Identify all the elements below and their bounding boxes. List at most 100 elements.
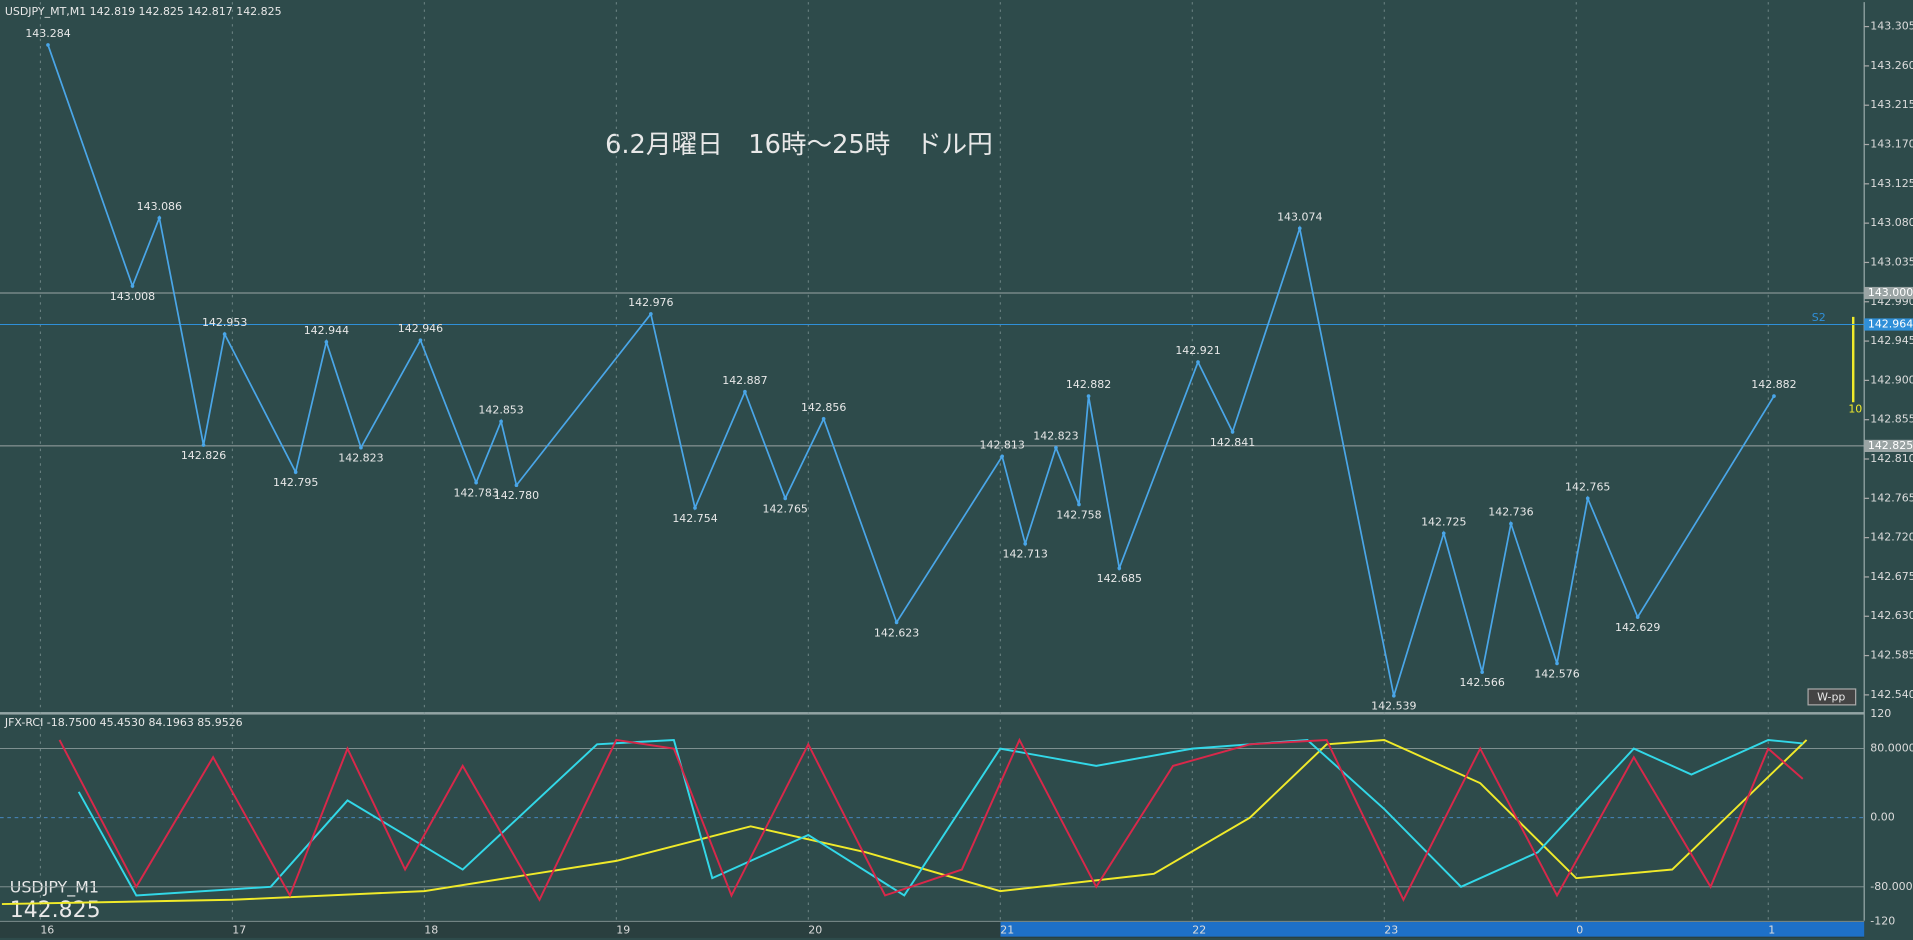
- y-tick-label: 80.0000: [1870, 742, 1913, 755]
- swing-label: 142.853: [478, 403, 523, 416]
- y-tick-label: -120: [1870, 914, 1895, 927]
- swing-label: 142.823: [338, 452, 383, 465]
- swing-point: [46, 43, 50, 47]
- swing-point: [1555, 661, 1559, 666]
- y-tick-label: 142.630: [1870, 609, 1913, 622]
- swing-point: [514, 483, 519, 488]
- swing-label: 142.856: [801, 401, 846, 414]
- pivot-label: S2: [1812, 311, 1826, 324]
- price-tag-label: 142.964: [1868, 317, 1913, 330]
- swing-point: [1585, 496, 1590, 501]
- y-tick-label: 143.260: [1870, 59, 1913, 72]
- swing-label: 142.765: [763, 502, 808, 515]
- swing-point: [1000, 454, 1005, 459]
- swing-point: [1023, 541, 1028, 546]
- header: USDJPY_MT,M1 142.819 142.825 142.817 142…: [5, 5, 282, 18]
- swing-label: 142.758: [1056, 508, 1101, 521]
- y-tick-label: 142.855: [1870, 413, 1913, 426]
- swing-point: [201, 443, 206, 447]
- swing-point: [743, 389, 747, 394]
- swing-label: 142.976: [628, 296, 673, 309]
- swing-label: 142.841: [1210, 436, 1255, 449]
- x-tick-label: 22: [1192, 924, 1206, 937]
- x-tick-label: 1: [1768, 924, 1775, 937]
- swing-label: 142.783: [453, 487, 498, 500]
- x-tick-label: 17: [232, 924, 246, 937]
- swing-label: 142.736: [1488, 506, 1533, 519]
- swing-label: 142.944: [304, 324, 349, 337]
- y-tick-label: 142.810: [1870, 452, 1913, 465]
- y-tick-label: 142.540: [1870, 688, 1913, 701]
- swing-point: [130, 284, 135, 288]
- swing-label: 142.780: [494, 489, 539, 502]
- y-tick-label: 143.080: [1870, 216, 1913, 229]
- swing-label: 142.725: [1421, 515, 1466, 528]
- swing-label: 143.074: [1277, 210, 1322, 223]
- swing-point: [894, 620, 899, 625]
- swing-point: [1117, 566, 1122, 571]
- swing-label: 142.887: [722, 374, 767, 387]
- swing-label: 142.813: [979, 438, 1024, 451]
- swing-point: [1391, 693, 1396, 698]
- swing-point: [1509, 521, 1513, 526]
- swing-label: 142.713: [1003, 548, 1048, 561]
- swing-label: 142.623: [874, 626, 919, 639]
- swing-label: 142.921: [1175, 344, 1220, 357]
- y-tick-label: 120: [1870, 707, 1891, 720]
- range-label: 10: [1848, 403, 1862, 416]
- swing-point: [1441, 531, 1446, 536]
- swing-label: 142.946: [398, 322, 443, 335]
- badge-box: [1807, 688, 1857, 706]
- x-tick-label: 18: [424, 924, 438, 937]
- symbol: USDJPY_M1: [10, 877, 99, 897]
- swing-label: 142.765: [1565, 480, 1610, 493]
- swing-label: 142.882: [1066, 378, 1111, 391]
- x-tick-label: 21: [1000, 924, 1014, 937]
- swing-point: [1635, 615, 1640, 619]
- swing-point: [359, 445, 363, 450]
- y-tick-label: 143.170: [1870, 138, 1913, 151]
- price-tag-label: 143.000: [1868, 286, 1913, 299]
- swing-label: 143.008: [110, 290, 155, 303]
- x-tick-label: 16: [40, 924, 54, 937]
- y-tick-label: -80.0000: [1870, 880, 1913, 893]
- x-tick-label: 20: [808, 924, 822, 937]
- rci-title: JFX-RCI -18.7500 45.4530 84.1963 85.9526: [4, 716, 243, 729]
- swing-label: 142.953: [202, 316, 247, 329]
- y-tick-label: 142.765: [1870, 491, 1913, 504]
- y-tick-label: 143.305: [1870, 20, 1913, 33]
- swing-point: [693, 506, 697, 510]
- swing-point: [1196, 360, 1200, 364]
- y-tick-label: 142.720: [1870, 531, 1913, 544]
- swing-label: 143.086: [137, 200, 182, 213]
- swing-point: [649, 312, 653, 316]
- swing-point: [1230, 430, 1235, 434]
- series-line: [77, 738, 1803, 897]
- swing-label: 142.795: [273, 476, 318, 489]
- series-line: [58, 737, 1804, 902]
- swing-label: 142.539: [1371, 700, 1416, 713]
- swing-point: [783, 496, 788, 501]
- swing-label: 142.576: [1534, 667, 1579, 680]
- title: 6.2月曜日 16時～25時 ドル円: [605, 130, 993, 160]
- swing-point: [474, 480, 478, 485]
- price-tag: [1864, 439, 1913, 453]
- swing-point: [1054, 445, 1058, 450]
- swing-label: 142.826: [181, 449, 226, 462]
- y-tick-label: 142.945: [1870, 334, 1913, 347]
- time-highlight: [1000, 922, 1865, 937]
- y-tick-label: 143.125: [1870, 177, 1913, 190]
- y-tick-label: 142.585: [1870, 649, 1913, 662]
- swing-label: 142.882: [1751, 378, 1796, 391]
- swing-label: 143.284: [25, 27, 70, 40]
- swing-point: [1480, 670, 1484, 675]
- badge: W-pp: [1817, 691, 1845, 704]
- swing-label: 142.685: [1097, 572, 1142, 585]
- price-tag: [1864, 318, 1913, 331]
- swing-point: [1077, 502, 1081, 507]
- swing-label: 142.823: [1033, 430, 1078, 443]
- y-tick-label: 0.00: [1870, 811, 1894, 824]
